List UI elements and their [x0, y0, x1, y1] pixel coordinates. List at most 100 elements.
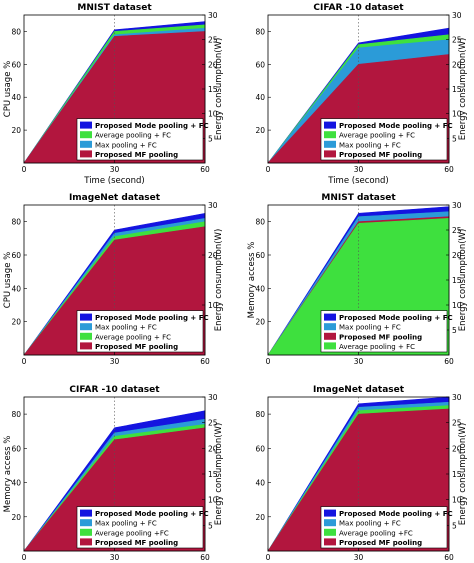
chart-panel-5: CIFAR -10 dataset 20 40 60 80 5 10 15 20 25 30 0 30 6…: [3, 385, 224, 562]
legend-label: Max pooling + FC: [339, 520, 401, 528]
legend-label: Proposed Mode pooling + FC: [95, 122, 209, 130]
legend-swatch: [80, 538, 92, 546]
x-tick-label: 30: [110, 357, 120, 366]
y2-tick-label: 25: [452, 419, 462, 428]
y2-tick-label: 15: [208, 85, 218, 94]
x-tick-label: 0: [22, 357, 27, 366]
x-tick-label: 0: [266, 165, 271, 174]
y2-tick-label: 25: [452, 226, 462, 235]
y-tick-label: 60: [11, 251, 21, 260]
legend-swatch: [80, 332, 92, 340]
legend-swatch: [324, 528, 336, 536]
legend-swatch: [80, 150, 92, 158]
y2-tick-label: 25: [208, 419, 218, 428]
y2-tick-label: 25: [208, 36, 218, 45]
legend-swatch: [80, 121, 92, 129]
y-tick-label: 20: [11, 513, 21, 522]
legend-box: [320, 506, 448, 549]
legend-swatch: [80, 140, 92, 148]
y2-tick-label: 10: [208, 110, 218, 119]
legend-swatch: [324, 509, 336, 517]
y2-axis-label: Energy consumption(W): [458, 229, 468, 332]
y2-tick-label: 5: [208, 134, 213, 143]
chart-title: MNIST dataset: [77, 3, 152, 13]
legend-label: Average pooling + FC: [339, 343, 415, 351]
y2-tick-label: 30: [452, 201, 462, 210]
y-tick-label: 80: [255, 410, 265, 419]
x-tick-label: 30: [354, 553, 364, 562]
y2-tick-label: 5: [452, 326, 457, 335]
chart-title: ImageNet dataset: [313, 385, 405, 395]
legend-swatch: [80, 519, 92, 527]
y-axis-label: CPU usage %: [3, 252, 13, 308]
legend-label: Average pooling + FC: [95, 333, 171, 341]
x-tick-label: 30: [354, 165, 364, 174]
legend-swatch: [80, 131, 92, 139]
y-tick-label: 20: [11, 318, 21, 327]
legend-label: Proposed MF pooling: [339, 539, 422, 547]
chart-panel-2: CIFAR -10 dataset 20 40 60 80 5 10 15 20 25 30 0 30 6…: [255, 3, 468, 186]
legend-label: Max pooling + FC: [339, 324, 401, 332]
legend-swatch: [324, 342, 336, 350]
y-tick-label: 20: [11, 126, 21, 135]
y2-axis-label: Energy consumption(W): [458, 38, 468, 141]
x-tick-label: 30: [354, 357, 364, 366]
y2-tick-label: 20: [452, 251, 462, 260]
legend-swatch: [80, 509, 92, 517]
y2-tick-label: 20: [208, 251, 218, 260]
y-tick-label: 80: [255, 218, 265, 227]
y2-tick-label: 20: [208, 60, 218, 69]
y-tick-label: 40: [11, 93, 21, 102]
legend-label: Average pooling + FC: [339, 132, 415, 140]
y2-tick-label: 20: [452, 444, 462, 453]
legend-swatch: [324, 150, 336, 158]
y-tick-label: 20: [255, 318, 265, 327]
legend-label: Proposed MF pooling: [95, 343, 178, 351]
y-axis-label: CPU usage %: [3, 61, 13, 117]
x-tick-label: 30: [110, 553, 120, 562]
legend-label: Proposed Mode pooling + FC: [95, 510, 209, 518]
legend-label: Proposed Mode pooling + FC: [339, 314, 453, 322]
y2-tick-label: 30: [208, 393, 218, 402]
y-tick-label: 80: [11, 27, 21, 36]
legend-swatch: [80, 313, 92, 321]
chart-panel-6: ImageNet dataset 20 40 60 80 5 10 15 20 25 30 0 30 60…: [255, 385, 468, 562]
y2-tick-label: 5: [452, 521, 457, 530]
y2-tick-label: 5: [452, 134, 457, 143]
y2-tick-label: 30: [452, 393, 462, 402]
y2-axis-label: Energy consumption(W): [214, 229, 224, 332]
x-tick-label: 60: [200, 165, 210, 174]
y-tick-label: 60: [255, 60, 265, 69]
x-tick-label: 0: [22, 165, 27, 174]
legend-swatch: [80, 342, 92, 350]
y2-tick-label: 15: [452, 276, 462, 285]
legend-label: Average pooling +FC: [339, 529, 413, 537]
legend-swatch: [324, 313, 336, 321]
legend-label: Proposed Mode pooling + FC: [95, 314, 209, 322]
y2-tick-label: 30: [208, 11, 218, 20]
y-tick-label: 60: [11, 60, 21, 69]
x-tick-label: 60: [444, 357, 454, 366]
y2-tick-label: 25: [452, 36, 462, 45]
legend-label: Max pooling + FC: [339, 141, 401, 149]
chart-title: ImageNet dataset: [69, 193, 161, 203]
y-axis-label: Memory access %: [3, 436, 13, 513]
x-axis-label: Time (second): [327, 176, 388, 186]
legend-box: [320, 310, 448, 353]
legend-label: Proposed MF pooling: [95, 539, 178, 547]
y2-tick-label: 15: [208, 470, 218, 479]
y2-axis-label: Energy consumption(W): [214, 423, 224, 526]
y2-tick-label: 5: [208, 521, 213, 530]
y-tick-label: 20: [255, 126, 265, 135]
y-tick-label: 40: [255, 93, 265, 102]
y2-tick-label: 10: [208, 496, 218, 505]
x-axis-label: Time (second): [83, 176, 144, 186]
chart-title: MNIST dataset: [321, 193, 396, 203]
y-tick-label: 40: [11, 284, 21, 293]
y-tick-label: 60: [255, 444, 265, 453]
legend-swatch: [324, 538, 336, 546]
legend-label: Average pooling +FC: [95, 529, 169, 537]
legend-box: [320, 118, 448, 161]
legend-label: Proposed MF pooling: [339, 151, 422, 159]
